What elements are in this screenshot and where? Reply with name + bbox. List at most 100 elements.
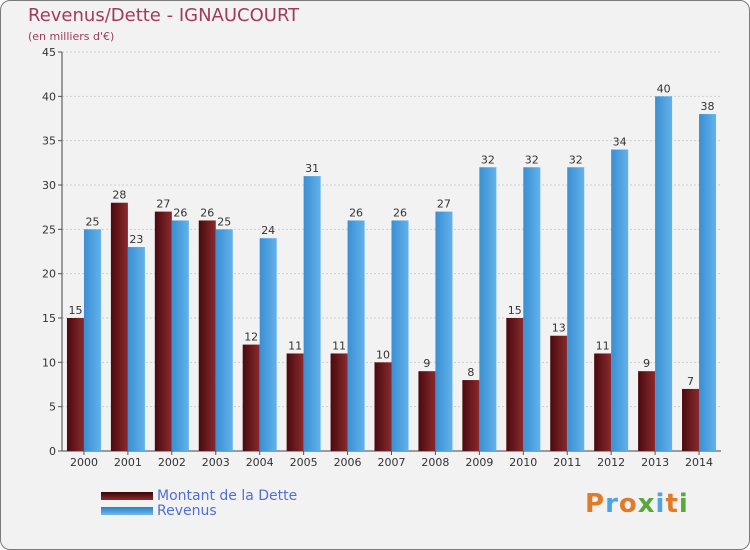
data-label-revenus: 32 (481, 153, 495, 166)
y-tick-label: 40 (42, 90, 56, 103)
y-tick-label: 10 (42, 356, 56, 369)
bar-revenus (567, 167, 585, 451)
bar-revenus (347, 220, 365, 451)
x-tick-label: 2001 (114, 456, 142, 469)
data-label-revenus: 34 (613, 136, 627, 149)
logo-letter: r (605, 489, 619, 519)
data-label-revenus: 25 (85, 215, 99, 228)
y-tick-label: 45 (42, 46, 56, 59)
bar-dette (330, 353, 348, 451)
bar-revenus (83, 229, 101, 451)
proxiti-logo: Proxiti (585, 489, 689, 519)
y-tick-label: 25 (42, 223, 56, 236)
bar-revenus (523, 167, 541, 451)
bar-dette (682, 388, 700, 451)
x-tick-label: 2005 (290, 456, 318, 469)
data-label-revenus: 32 (569, 153, 583, 166)
data-label-revenus: 27 (437, 198, 451, 211)
x-tick-label: 2010 (509, 456, 537, 469)
data-label-dette: 27 (156, 198, 170, 211)
bar-dette (462, 380, 480, 451)
y-tick-label: 15 (42, 312, 56, 325)
bar-dette (66, 318, 84, 451)
bar-dette (110, 202, 128, 451)
x-tick-label: 2002 (158, 456, 186, 469)
bar-dette (638, 371, 656, 451)
y-tick-label: 5 (49, 401, 56, 414)
x-tick-label: 2014 (685, 456, 713, 469)
x-tick-label: 2007 (378, 456, 406, 469)
data-label-revenus: 31 (305, 162, 319, 175)
bar-dette (506, 318, 524, 451)
legend-label-dette: Montant de la Dette (157, 488, 298, 504)
bar-revenus (699, 114, 717, 452)
data-label-revenus: 24 (261, 224, 275, 237)
bar-dette (198, 220, 216, 451)
bar-revenus (127, 247, 145, 451)
logo-letter: P (585, 489, 606, 519)
legend-swatch-dette (101, 492, 153, 500)
logo-letter: i (655, 489, 666, 519)
bar-revenus (435, 211, 453, 451)
bar-revenus (655, 96, 673, 451)
bar-revenus (479, 167, 497, 451)
y-tick-label: 0 (49, 445, 56, 458)
data-label-dette: 11 (288, 339, 302, 352)
bar-dette (242, 344, 260, 451)
data-label-dette: 15 (508, 304, 522, 317)
data-label-dette: 28 (112, 189, 126, 202)
logo-letter: x (637, 489, 656, 519)
data-label-dette: 13 (552, 322, 566, 335)
x-tick-label: 2004 (246, 456, 274, 469)
y-tick-label: 20 (42, 268, 56, 281)
bar-revenus (391, 220, 409, 451)
bar-revenus (303, 176, 321, 451)
chart-subtitle: (en milliers d'€) (28, 30, 115, 43)
data-label-revenus: 25 (217, 215, 231, 228)
data-label-dette: 9 (423, 357, 430, 370)
bar-dette (286, 353, 304, 451)
bar-dette (550, 335, 568, 451)
data-label-revenus: 40 (657, 82, 671, 95)
data-label-revenus: 26 (349, 206, 363, 219)
data-label-dette: 11 (332, 339, 346, 352)
bar-revenus (259, 238, 277, 451)
bar-dette (594, 353, 612, 451)
data-label-dette: 10 (376, 348, 390, 361)
data-label-revenus: 26 (393, 206, 407, 219)
data-label-revenus: 38 (701, 100, 715, 113)
bar-dette (374, 362, 392, 451)
x-tick-label: 2006 (334, 456, 362, 469)
legend-swatch-revenus (101, 507, 153, 515)
x-tick-label: 2008 (421, 456, 449, 469)
x-tick-label: 2013 (641, 456, 669, 469)
data-label-dette: 8 (467, 366, 474, 379)
bar-dette (418, 371, 436, 451)
logo-letter: i (678, 489, 689, 519)
x-tick-label: 2009 (465, 456, 493, 469)
bar-dette (154, 211, 172, 451)
y-tick-label: 30 (42, 179, 56, 192)
data-label-dette: 26 (200, 206, 214, 219)
bar-revenus (215, 229, 233, 451)
x-tick-label: 2000 (70, 456, 98, 469)
bar-revenus (611, 149, 629, 452)
logo-letter: o (618, 489, 638, 519)
bar-revenus (171, 220, 189, 451)
logo-letter: t (665, 489, 679, 519)
data-label-dette: 15 (68, 304, 82, 317)
chart-title: Revenus/Dette - IGNAUCOURT (28, 5, 300, 26)
data-label-dette: 11 (596, 339, 610, 352)
data-label-dette: 9 (643, 357, 650, 370)
data-label-revenus: 32 (525, 153, 539, 166)
legend-label-revenus: Revenus (157, 503, 217, 519)
x-tick-label: 2012 (597, 456, 625, 469)
data-label-revenus: 23 (129, 233, 143, 246)
x-tick-label: 2003 (202, 456, 230, 469)
x-tick-label: 2011 (553, 456, 581, 469)
y-tick-label: 35 (42, 135, 56, 148)
data-label-dette: 7 (687, 375, 694, 388)
data-label-revenus: 26 (173, 206, 187, 219)
